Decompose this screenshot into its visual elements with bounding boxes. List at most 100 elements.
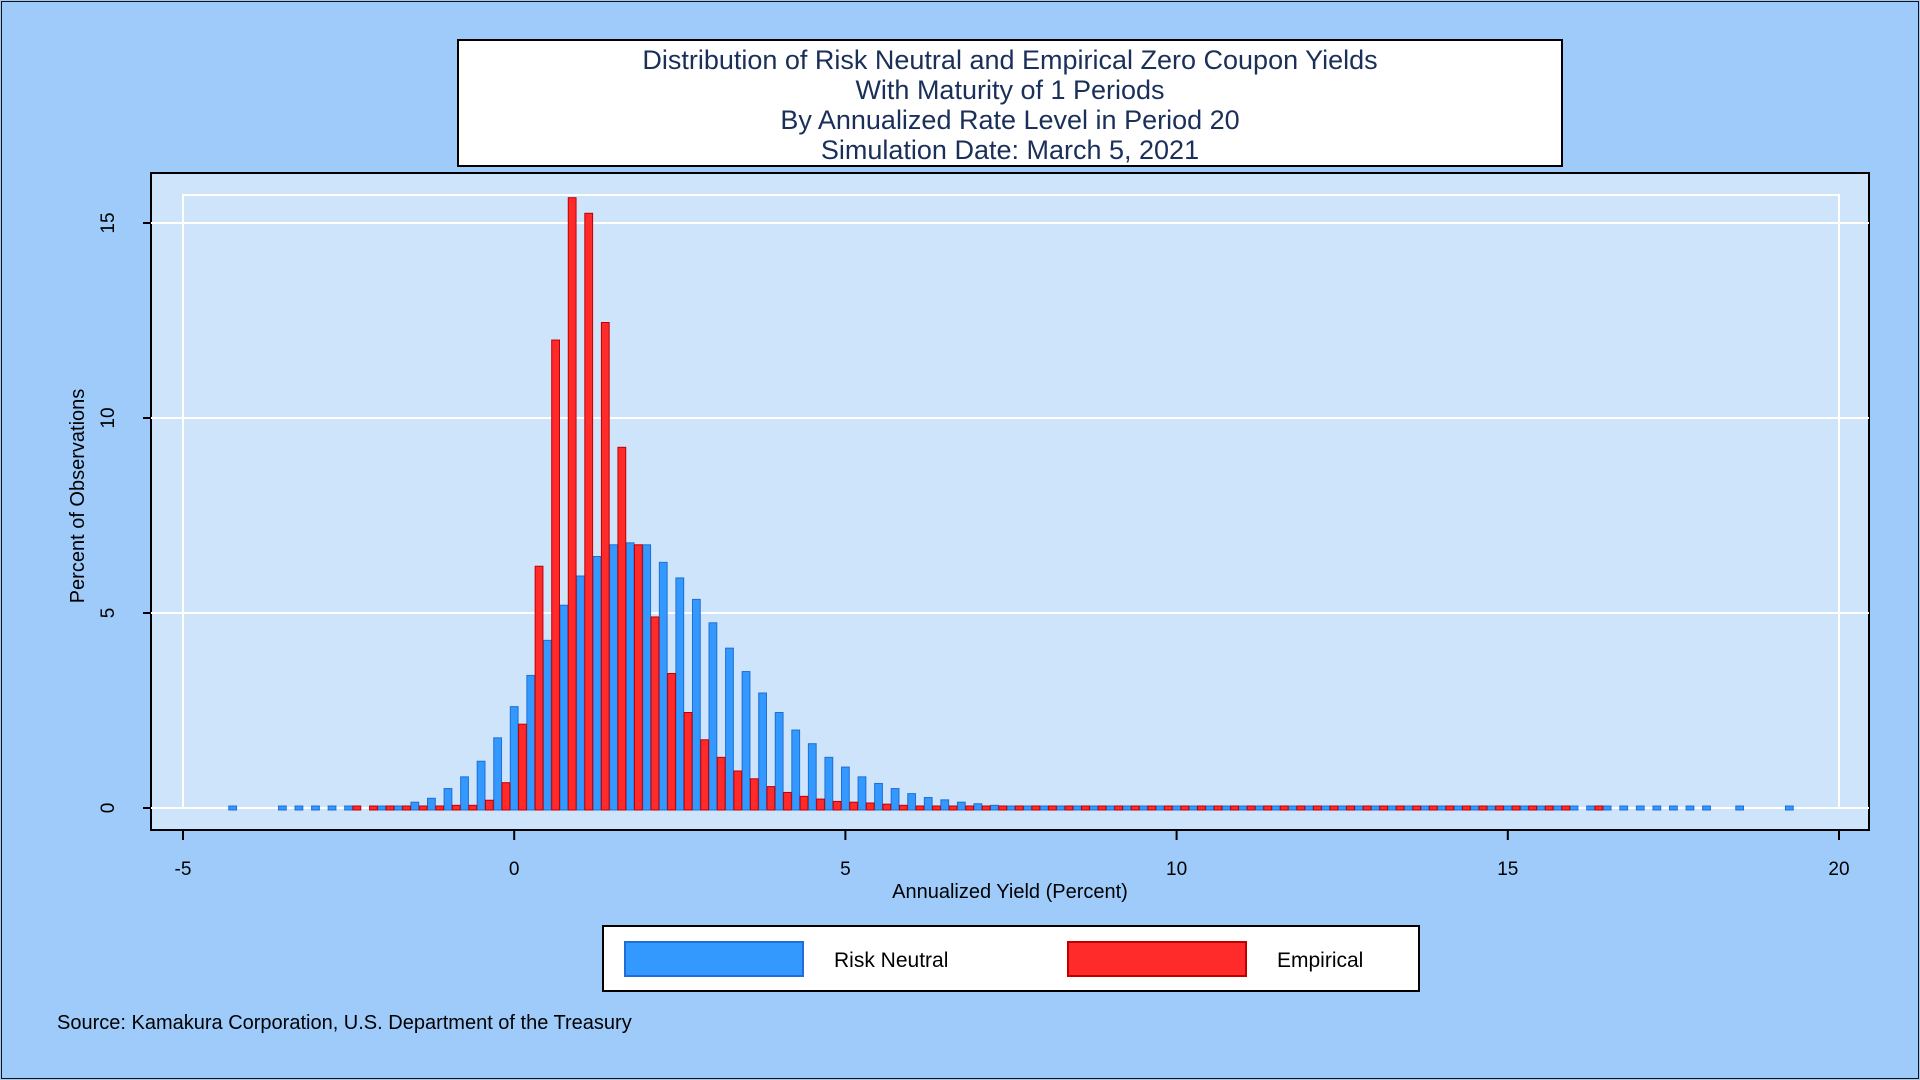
- risk-neutral-bar: [509, 706, 519, 811]
- risk-neutral-bar: [559, 604, 569, 811]
- plot-background: [150, 172, 1870, 831]
- empirical-bar: [484, 799, 494, 811]
- risk-neutral-bar: [1470, 805, 1480, 811]
- empirical-bar: [584, 212, 594, 811]
- empirical-bar: [700, 739, 710, 811]
- risk-neutral-bar: [874, 782, 883, 811]
- empirical-bar: [749, 778, 759, 811]
- y-tick-label: 5: [98, 608, 119, 619]
- risk-neutral-bar: [1255, 805, 1264, 811]
- empirical-bar: [1346, 805, 1355, 811]
- risk-neutral-bar: [625, 542, 635, 811]
- empirical-bar: [965, 805, 974, 811]
- empirical-bar: [418, 805, 428, 811]
- risk-neutral-bar: [493, 737, 503, 811]
- empirical-bar: [981, 805, 991, 811]
- empirical-bar: [1412, 805, 1422, 811]
- risk-neutral-bar: [344, 805, 353, 811]
- empirical-bar: [1114, 805, 1124, 811]
- risk-neutral-bar: [460, 776, 469, 811]
- empirical-bar: [451, 804, 461, 811]
- legend: Risk Neutral Empirical: [602, 925, 1420, 992]
- empirical-bar: [1180, 805, 1190, 811]
- risk-neutral-bar: [1569, 805, 1579, 811]
- risk-neutral-bar: [1370, 805, 1380, 811]
- empirical-bar: [1544, 805, 1554, 811]
- x-axis-label: Annualized Yield (Percent): [892, 881, 1128, 903]
- empirical-bar: [1197, 805, 1206, 811]
- empirical-bar: [716, 756, 726, 811]
- risk-neutral-bar: [476, 760, 486, 811]
- risk-neutral-bar: [973, 803, 983, 811]
- risk-neutral-bar: [940, 799, 950, 811]
- empirical-bar: [1031, 805, 1041, 811]
- x-tick-label: 10: [1166, 859, 1187, 880]
- risk-neutral-bar: [1784, 805, 1794, 811]
- risk-neutral-bar: [824, 756, 834, 811]
- title-line-3: By Annualized Rate Level in Period 20: [780, 105, 1240, 135]
- empirical-bar: [915, 805, 925, 811]
- risk-neutral-bar: [1321, 805, 1331, 811]
- empirical-bar: [733, 770, 743, 811]
- empirical-bar: [1428, 805, 1438, 811]
- risk-neutral-bar: [807, 743, 817, 811]
- empirical-bar: [1478, 805, 1488, 811]
- risk-neutral-bar: [791, 729, 801, 811]
- risk-neutral-bar: [393, 805, 403, 811]
- empirical-bar: [617, 446, 627, 811]
- y-tick-label: 15: [98, 212, 119, 233]
- empirical-bar: [634, 544, 643, 811]
- risk-neutral-bar: [1271, 805, 1281, 811]
- risk-neutral-bar: [1702, 805, 1711, 811]
- risk-neutral-bar: [1221, 805, 1231, 811]
- risk-neutral-bar: [1404, 805, 1413, 811]
- risk-neutral-bar: [1039, 805, 1049, 811]
- empirical-bar: [1213, 805, 1223, 811]
- empirical-bar: [1462, 805, 1471, 811]
- empirical-bar: [1296, 805, 1306, 811]
- risk-neutral-bar: [725, 647, 734, 811]
- source-note: Source: Kamakura Corporation, U.S. Depar…: [57, 1012, 632, 1034]
- risk-neutral-bar: [841, 766, 850, 811]
- y-axis-label: Percent of Observations: [67, 389, 89, 604]
- x-tick-label: 5: [840, 859, 851, 880]
- empirical-bar: [501, 782, 511, 811]
- risk-neutral-bar: [1006, 805, 1016, 811]
- empirical-bar: [1147, 805, 1157, 811]
- empirical-bar: [849, 801, 859, 811]
- empirical-bar: [1511, 805, 1521, 811]
- risk-neutral-bar: [377, 805, 387, 811]
- risk-neutral-bar: [526, 674, 536, 811]
- risk-neutral-bar: [1354, 805, 1364, 811]
- empirical-bar: [650, 616, 660, 811]
- empirical-bar: [1081, 805, 1090, 811]
- risk-neutral-bar: [890, 788, 900, 811]
- empirical-bar: [1561, 805, 1571, 811]
- risk-neutral-bar: [1155, 805, 1165, 811]
- risk-neutral-bar: [956, 801, 966, 811]
- empirical-bar: [882, 803, 892, 811]
- x-tick-label: 15: [1497, 859, 1518, 880]
- risk-neutral-bar: [1387, 805, 1397, 811]
- plot-area: 0 5 10 15 -5 0 5 10 15 20: [98, 172, 1870, 880]
- risk-neutral-bar: [542, 639, 552, 811]
- risk-neutral-bar: [1503, 805, 1513, 811]
- empirical-bar: [1163, 805, 1173, 811]
- risk-neutral-bar: [1105, 805, 1115, 811]
- empirical-bar: [1379, 805, 1388, 811]
- empirical-bar: [1495, 805, 1504, 811]
- risk-neutral-bar: [1172, 805, 1181, 811]
- y-tick-label: 0: [98, 803, 119, 814]
- risk-neutral-bar: [1453, 805, 1463, 811]
- risk-neutral-bar: [1089, 805, 1099, 811]
- risk-neutral-bar: [228, 805, 238, 811]
- risk-neutral-bar: [1337, 805, 1347, 811]
- empirical-bar: [1263, 805, 1273, 811]
- empirical-bar: [385, 805, 395, 811]
- risk-neutral-bar: [758, 692, 767, 811]
- risk-neutral-bar: [1602, 805, 1612, 811]
- risk-neutral-bar: [1188, 805, 1198, 811]
- title-line-1: Distribution of Risk Neutral and Empiric…: [642, 45, 1378, 75]
- risk-neutral-bar: [708, 622, 718, 811]
